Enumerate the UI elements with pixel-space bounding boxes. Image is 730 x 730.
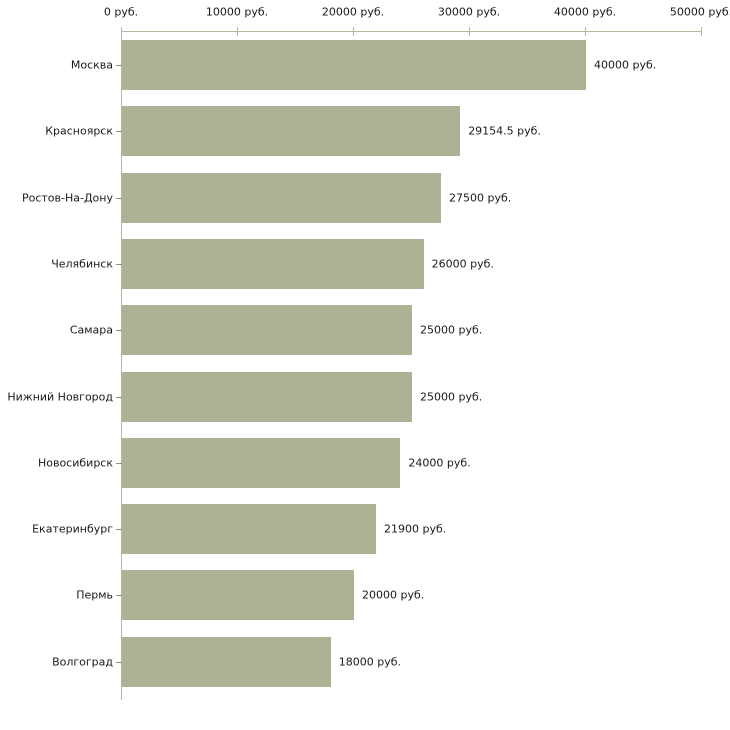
bar-value-label: 25000 руб.: [420, 323, 483, 337]
x-axis-tick: [585, 27, 586, 36]
bar[interactable]: [122, 570, 354, 621]
bar[interactable]: [122, 371, 412, 422]
x-axis-tick-label: 20000 руб.: [321, 5, 385, 19]
x-axis-tick-label: 10000 руб.: [205, 5, 269, 19]
bar[interactable]: [122, 437, 401, 488]
x-axis-tick-label: 50000 руб.: [669, 5, 730, 19]
bar-value-label: 40000 руб.: [594, 58, 657, 72]
y-axis-category-label: Красноярск: [45, 124, 113, 138]
y-axis-tick: [116, 462, 122, 464]
category-label-wrap: Самара: [0, 305, 113, 355]
y-axis-category-label: Челябинск: [51, 257, 113, 271]
bar-row[interactable]: Нижний Новгород 25000 руб.: [0, 371, 730, 422]
bar-row[interactable]: Москва 40000 руб.: [0, 40, 730, 90]
category-label-wrap: Москва: [0, 40, 113, 90]
bar-row[interactable]: Екатеринбург 21900 руб.: [0, 504, 730, 555]
category-label-wrap: Челябинск: [0, 239, 113, 289]
y-axis-tick: [116, 65, 122, 66]
category-label-wrap: Новосибирск: [0, 438, 113, 488]
y-axis-tick: [116, 661, 122, 663]
y-axis-tick: [116, 529, 122, 531]
bar-value-label: 20000 руб.: [362, 588, 425, 602]
bar-row[interactable]: Волгоград 18000 руб.: [0, 636, 730, 687]
bar-row[interactable]: Самара 25000 руб.: [0, 305, 730, 356]
category-label-wrap: Красноярск: [0, 106, 113, 156]
bar-row[interactable]: Пермь 20000 руб.: [0, 570, 730, 621]
y-axis-category-label: Самара: [69, 323, 113, 337]
category-label-wrap: Екатеринбург: [0, 504, 113, 554]
y-axis-tick: [116, 330, 122, 332]
bar-row[interactable]: Челябинск 26000 руб.: [0, 238, 730, 289]
y-axis-category-label: Волгоград: [52, 655, 113, 669]
y-axis-tick: [116, 197, 122, 199]
y-axis-tick: [116, 595, 122, 597]
category-label-wrap: Ростов-На-Дону: [0, 173, 113, 223]
bar-value-label: 18000 руб.: [338, 655, 402, 669]
y-axis-category-label: Нижний Новгород: [7, 390, 113, 403]
bar-value-label: 24000 руб.: [408, 456, 471, 470]
x-axis-tick-label: 30000 руб.: [437, 5, 501, 19]
bar-value-label: 26000 руб.: [431, 257, 494, 271]
bar[interactable]: [122, 238, 424, 289]
bar[interactable]: [122, 40, 586, 90]
bar-value-label: 21900 руб.: [384, 522, 447, 536]
y-axis-category-label: Ростов-На-Дону: [21, 191, 113, 205]
x-axis: 0 руб. 10000 руб. 20000 руб. 30000 руб. 4000…: [0, 0, 730, 40]
bar-row[interactable]: Ростов-На-Дону 27500 руб.: [0, 172, 730, 223]
bar[interactable]: [122, 305, 412, 356]
bar[interactable]: [122, 504, 377, 555]
y-axis-category-label: Новосибирск: [37, 456, 113, 470]
bar-row[interactable]: Новосибирск 24000 руб.: [0, 437, 730, 488]
x-axis-tick-label: 40000 руб.: [553, 5, 617, 19]
bar-value-label: 29154.5 руб.: [468, 124, 541, 138]
y-axis-category-label: Пермь: [76, 588, 113, 602]
y-axis-tick: [116, 131, 122, 133]
x-axis-tick: [237, 27, 238, 36]
bar[interactable]: [122, 636, 331, 687]
x-axis-tick: [701, 27, 702, 36]
bar-row[interactable]: Красноярск 29154.5 руб.: [0, 106, 730, 157]
bar[interactable]: [122, 172, 441, 223]
bar-value-label: 27500 руб.: [449, 191, 512, 205]
bar-value-label: 25000 руб.: [420, 390, 483, 403]
category-label-wrap: Нижний Новгород: [0, 372, 113, 422]
x-axis-tick: [353, 27, 354, 36]
x-axis-tick: [469, 27, 470, 36]
y-axis-category-label: Москва: [70, 58, 113, 72]
category-label-wrap: Волгоград: [0, 637, 113, 687]
y-axis-tick: [116, 396, 122, 398]
y-axis-line: [121, 31, 122, 700]
category-label-wrap: Пермь: [0, 570, 113, 620]
bar[interactable]: [122, 106, 461, 157]
x-axis-tick-label: 0 руб.: [103, 5, 139, 19]
x-axis-line: [121, 31, 701, 32]
y-axis-category-label: Екатеринбург: [32, 522, 113, 536]
y-axis-tick: [116, 263, 122, 265]
